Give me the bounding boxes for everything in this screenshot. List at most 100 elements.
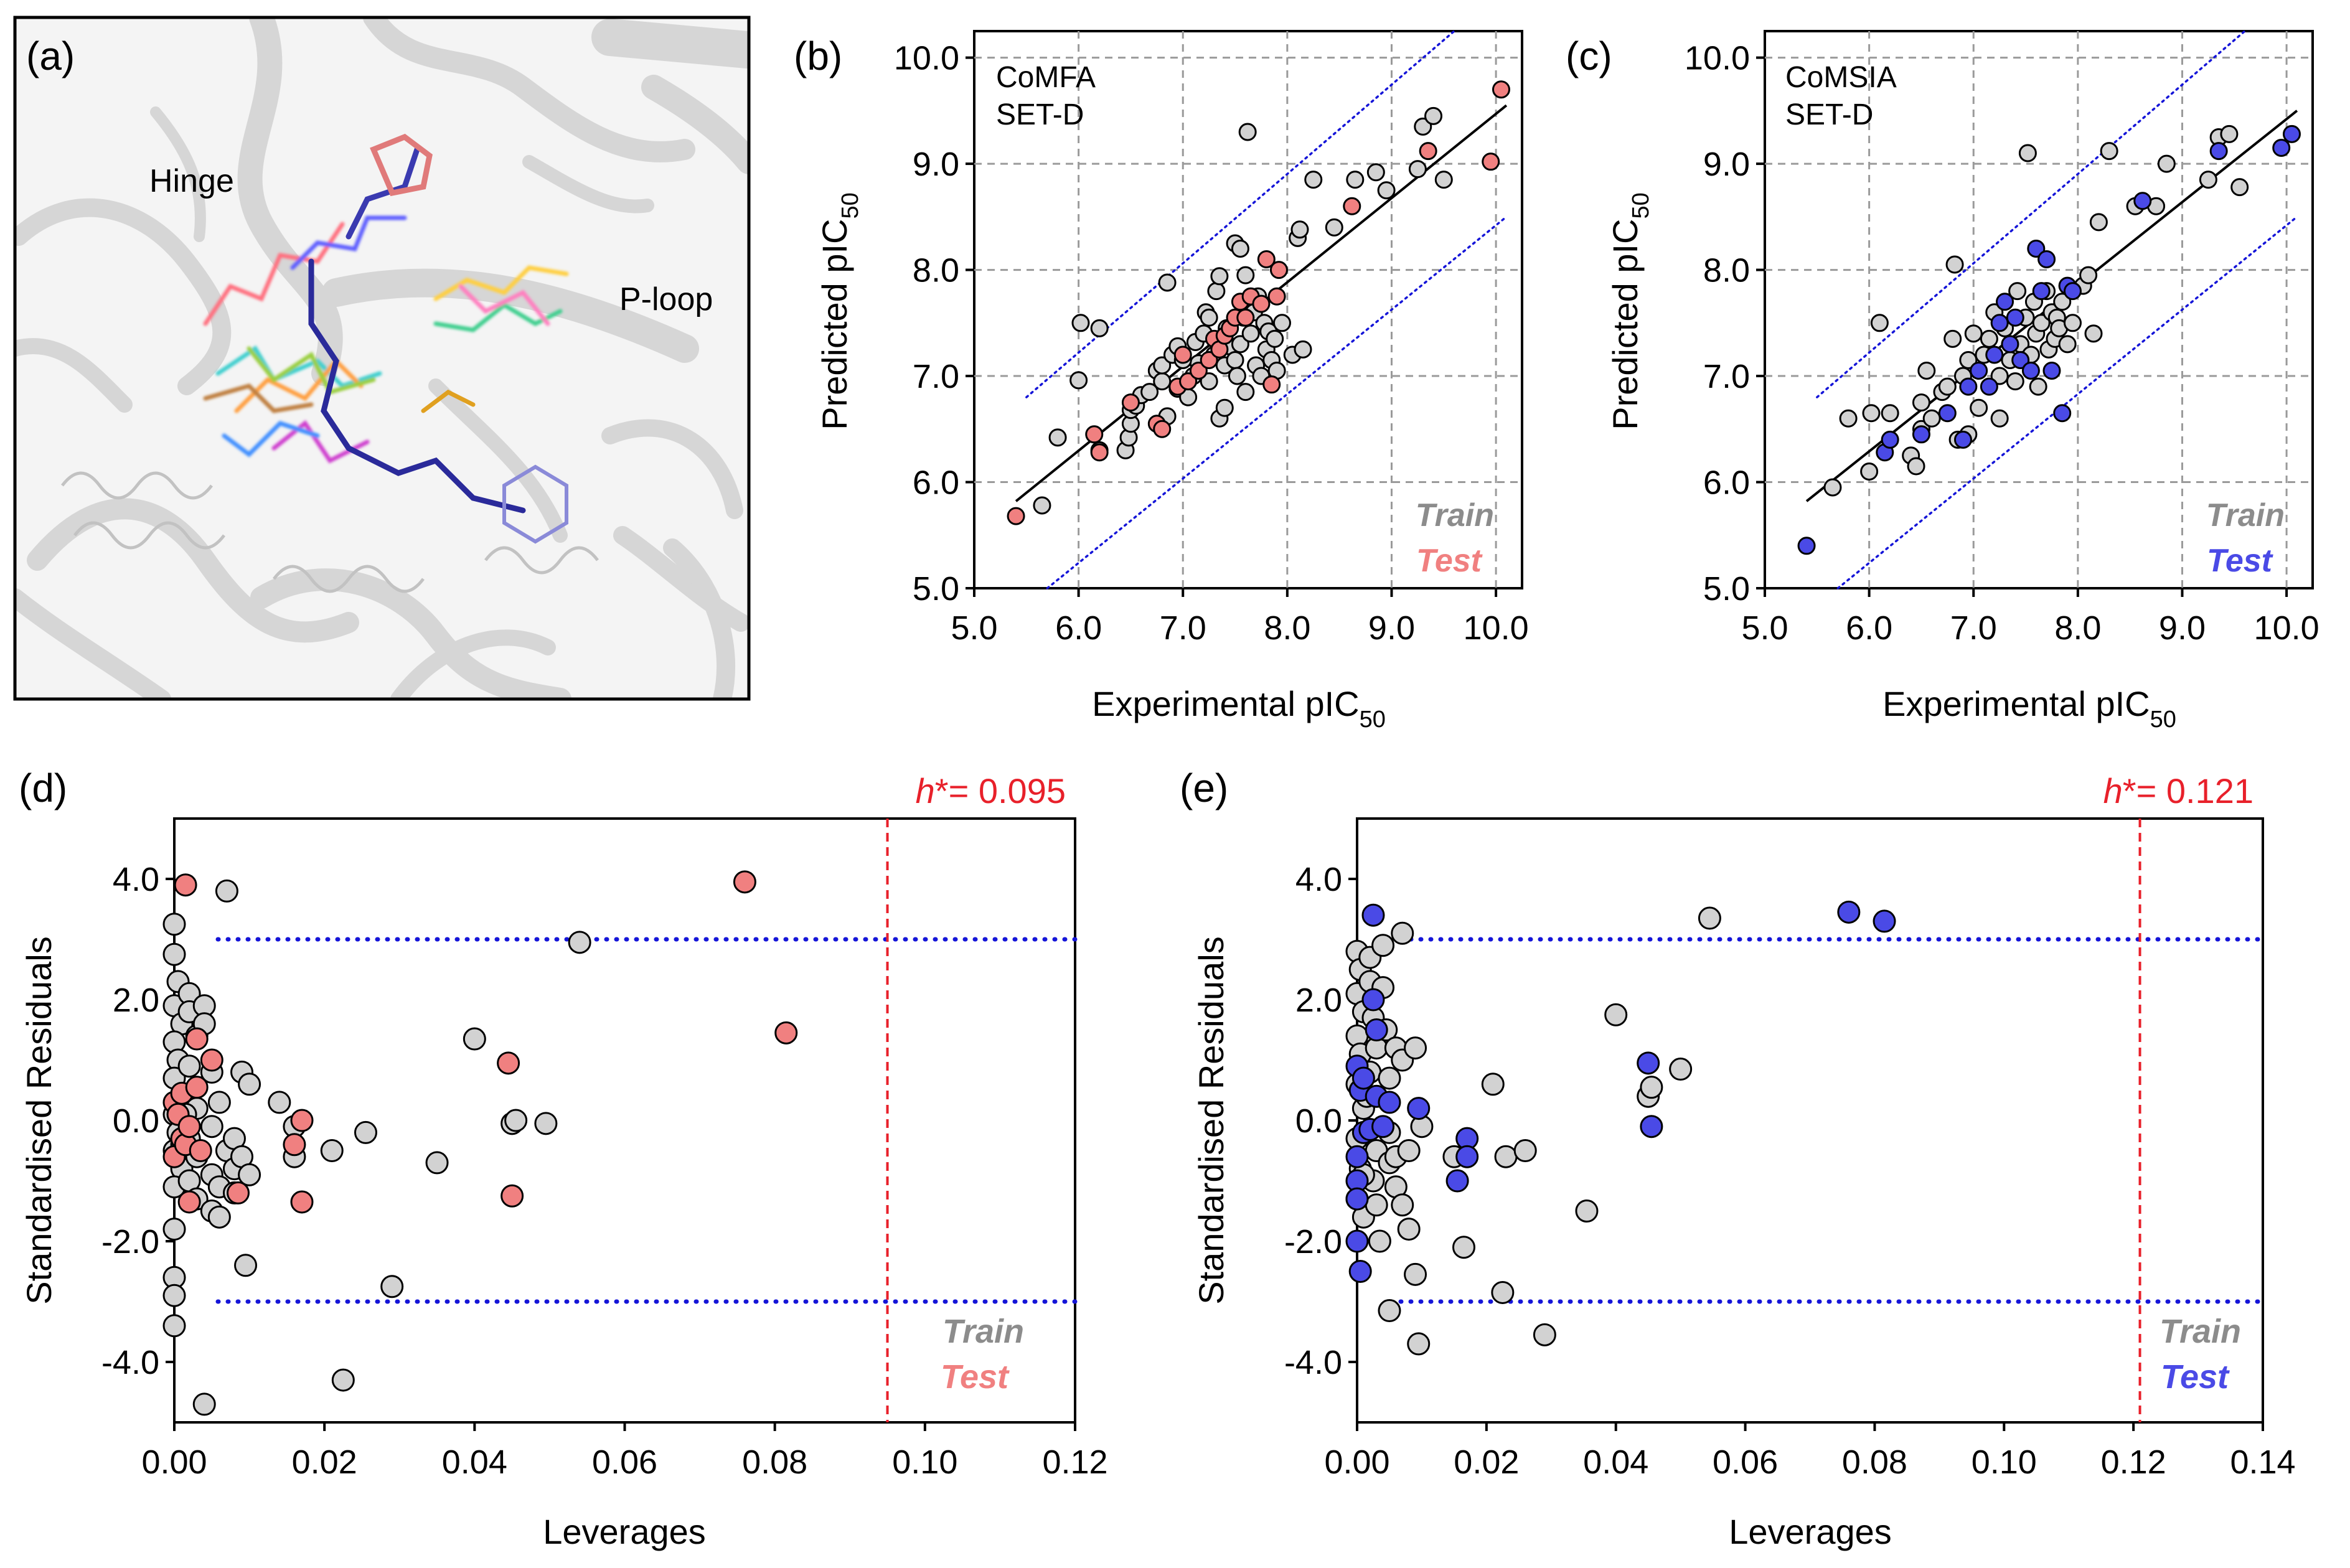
train-point [1071,314,1090,332]
train-point [1210,267,1229,286]
test-point [733,870,756,894]
x-axis-label: Experimental pIC50 [1882,684,2176,733]
test-point [2027,239,2046,258]
panel-label: (d) [19,766,67,810]
y-ticks: 5.0 6.0 7.0 8.0 9.0 10.0 [894,40,974,608]
train-point [1990,367,2009,385]
x-tick-label: 9.0 [2159,609,2206,647]
train-point [1378,1066,1401,1090]
train-point [1870,314,1889,332]
x-tick-label: 0.08 [1842,1444,1907,1481]
protein-ribbon-image [15,17,749,699]
train-point [1346,171,1365,189]
train-point [1970,398,1988,417]
test-point [290,1109,314,1132]
train-point [1231,239,1249,258]
panel-e: (e) h*= 0.121 0.00 0.02 0.04 0.06 0.08 0.10 0.… [1180,766,2296,1551]
test-point [1351,1066,1375,1090]
test-point [2001,335,2019,354]
test-point [1189,362,1208,380]
train-point [1862,404,1881,423]
y-tick-label: 4.0 [113,861,159,898]
test-point [2053,404,2072,423]
train-point [1241,324,1260,343]
train-point [1391,1193,1414,1217]
legend-test: Test [941,1358,1010,1396]
train-point [1378,1299,1401,1323]
test-point [2021,362,2040,380]
prediction-band-line [1046,215,1508,589]
y-tick-label: 10.0 [894,40,959,77]
hstar-label: h*= 0.095 [916,771,1066,810]
legend-test: Test [2161,1358,2230,1396]
x-tick-label: 0.06 [1713,1444,1778,1481]
x-ticks: 0.00 0.02 0.04 0.06 0.08 0.10 0.12 0.14 [1324,1422,2296,1481]
test-point [774,1021,798,1045]
test-point [177,1190,201,1214]
x-tick-label: 0.06 [592,1444,657,1481]
panel-label: (c) [1566,34,1612,78]
train-point [1513,1139,1537,1162]
train-point [1452,1236,1475,1259]
x-axis-label: Leverages [1729,1512,1892,1551]
test-point [1007,507,1025,525]
train-point [1481,1073,1505,1096]
test-point [2011,350,2030,369]
train-point [1407,1332,1431,1356]
train-point [2089,213,2108,232]
annotation-p-loop: P-loop [619,281,713,317]
train-point [1945,255,1964,274]
test-point [1348,1260,1372,1283]
train-point [215,879,238,903]
prediction-band-line [1836,215,2298,589]
y-tick-label: 6.0 [913,464,959,502]
y-tick-label: 10.0 [1685,40,1750,77]
train-point [354,1120,377,1144]
y-tick-label: 0.0 [1295,1102,1342,1140]
x-ticks: 0.00 0.02 0.04 0.06 0.08 0.10 0.12 [141,1422,1108,1481]
x-ticks: 5.0 6.0 7.0 8.0 9.0 10.0 [951,588,1529,647]
train-point [1980,329,1998,348]
train-point [207,1205,231,1229]
test-point [1445,1169,1469,1193]
train-point [177,1054,201,1078]
test-point [1873,909,1896,933]
hstar-value: *= 0.095 [935,771,1066,810]
train-point [1640,1076,1663,1099]
y-tick-label: 0.0 [113,1102,159,1140]
test-point [1090,443,1109,462]
y-axis-label: Standardised Residuals [19,936,59,1304]
y-tick-label: -4.0 [1284,1344,1342,1381]
train-point [200,1115,223,1138]
train-point [1266,329,1284,348]
y-tick-label: 5.0 [913,570,959,608]
legend-test: Test [2207,543,2274,579]
legend-test: Test [1416,543,1483,579]
test-point [1121,393,1140,412]
x-tick-label: 0.02 [1454,1444,1519,1481]
test-point [185,1076,209,1099]
test-point [1267,287,1286,306]
test-point [1980,377,1998,396]
panel-b: (b) 5.0 6.0 7.0 8.0 9.0 10.0 5.0 6.0 7.0 8.0 9.0 1… [794,30,1529,733]
train-point [1922,409,1941,428]
x-tick-label: 5.0 [1741,609,1788,647]
panel-d: (d) h*= 0.095 0.00 0.02 0.04 0.06 0.08 0.10 0.… [19,766,1108,1551]
y-tick-label: -2.0 [101,1223,159,1261]
test-point [1797,537,1816,555]
test-point [1252,294,1271,313]
train-point [1669,1058,1693,1081]
test-point [1153,420,1172,438]
test-point [1407,1097,1431,1120]
x-tick-label: 0.04 [442,1444,507,1481]
points-test [1797,124,2301,555]
test-point [1996,293,2014,311]
train-point [162,1284,186,1307]
train-point [162,913,186,936]
train-point [234,1254,258,1277]
train-point [1839,409,1858,428]
train-point [1304,171,1323,189]
y-axis-label-sub: 50 [837,192,863,218]
x-axis-label-sub: 50 [2150,707,2176,733]
test-point [1361,988,1385,1012]
